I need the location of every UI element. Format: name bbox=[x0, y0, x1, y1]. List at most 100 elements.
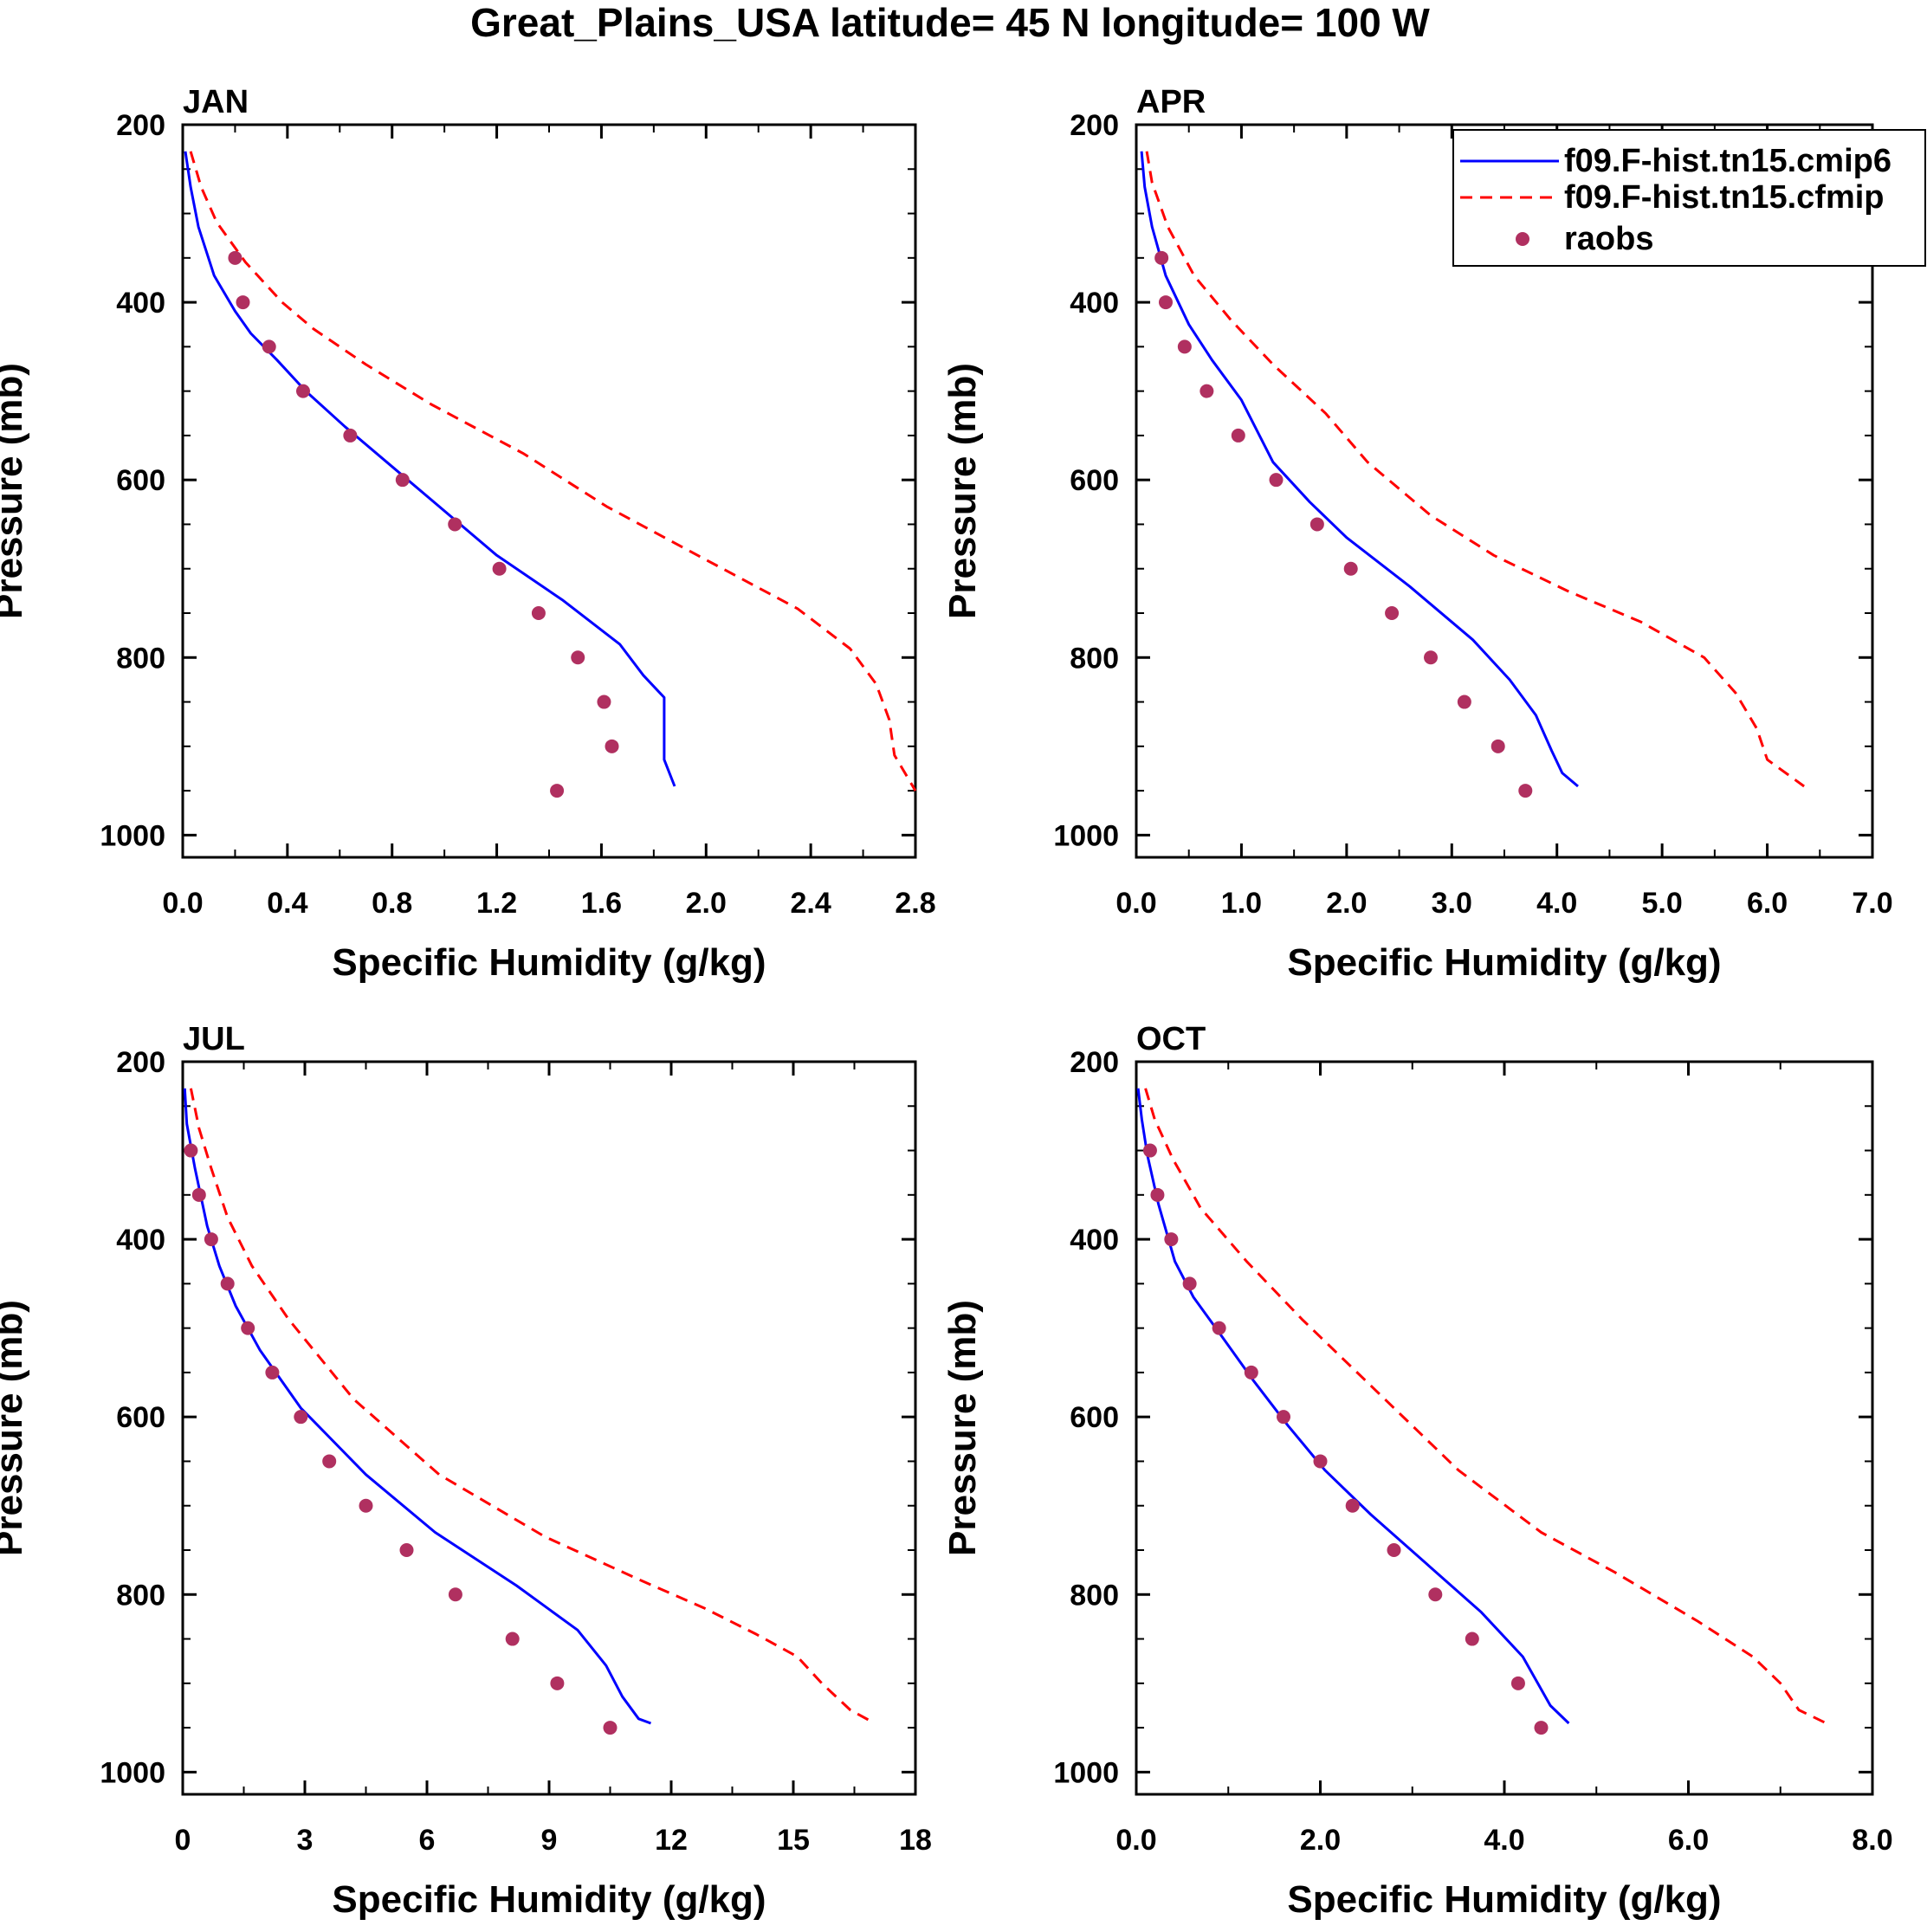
y-axis-label: Pressure (mb) bbox=[0, 1300, 30, 1556]
raobs-point bbox=[1345, 1498, 1360, 1513]
panel-label: JAN bbox=[183, 84, 249, 120]
raobs-point bbox=[399, 1543, 414, 1557]
raobs-point bbox=[236, 295, 250, 310]
y-tick-label: 1000 bbox=[1053, 1756, 1119, 1789]
cfmip-line bbox=[1145, 151, 1805, 788]
x-tick-label: 2.0 bbox=[1326, 887, 1367, 920]
raobs-point bbox=[359, 1498, 373, 1513]
cmip6-line bbox=[1136, 1088, 1570, 1725]
raobs-point bbox=[492, 561, 507, 576]
y-axis-label: Pressure (mb) bbox=[941, 1300, 984, 1556]
raobs-point bbox=[262, 339, 276, 354]
raobs-point bbox=[265, 1365, 280, 1380]
raobs-point bbox=[1313, 1454, 1328, 1469]
y-tick-label: 800 bbox=[1070, 642, 1119, 675]
raobs-point bbox=[1150, 1187, 1165, 1202]
y-tick-label: 1000 bbox=[1053, 819, 1119, 852]
raobs-point bbox=[1182, 1276, 1197, 1291]
y-tick-label: 600 bbox=[1070, 1401, 1119, 1434]
x-tick-label: 0 bbox=[175, 1824, 191, 1857]
x-tick-label: 12 bbox=[655, 1824, 688, 1857]
raobs-point bbox=[505, 1632, 520, 1646]
y-tick-label: 200 bbox=[1070, 109, 1119, 142]
x-tick-label: 2.0 bbox=[1300, 1824, 1341, 1857]
y-tick-label: 1000 bbox=[100, 819, 165, 852]
y-tick-label: 400 bbox=[1070, 1224, 1119, 1257]
y-tick-label: 400 bbox=[116, 287, 165, 320]
x-tick-label: 0.8 bbox=[372, 887, 412, 920]
y-tick-label: 1000 bbox=[100, 1756, 165, 1789]
x-axis-label: Specific Humidity (g/kg) bbox=[332, 1878, 766, 1921]
raobs-point bbox=[220, 1276, 235, 1291]
panel-oct: OCT 0.0 2.0 4.0 6.0 8.0 200 400 600 800 1000 Specif… bbox=[941, 1021, 1893, 1921]
panels: JAN 0.0 0.4 0.8 1.2 1.6 2.0 2.4 2.8 200 400 600 800 1… bbox=[0, 84, 1893, 1921]
panel-label: JUL bbox=[183, 1021, 245, 1057]
cfmip-line bbox=[1144, 1088, 1827, 1725]
raobs-point bbox=[1457, 695, 1471, 709]
y-axis-label: Pressure (mb) bbox=[0, 363, 30, 619]
x-tick-label: 2.4 bbox=[791, 887, 831, 920]
raobs-point bbox=[191, 1187, 206, 1202]
raobs-point bbox=[294, 1410, 308, 1425]
x-tick-label: 15 bbox=[777, 1824, 810, 1857]
raobs-point bbox=[1177, 339, 1192, 354]
y-tick-label: 800 bbox=[1070, 1579, 1119, 1612]
x-tick-label: 6 bbox=[419, 1824, 436, 1857]
raobs-point bbox=[1212, 1321, 1226, 1335]
x-tick-label: 0.0 bbox=[162, 887, 203, 920]
x-tick-label: 1.0 bbox=[1221, 887, 1262, 920]
legend-marker-raobs bbox=[1516, 232, 1529, 246]
raobs-point bbox=[322, 1454, 337, 1469]
raobs-point bbox=[1385, 606, 1400, 620]
y-tick-label: 200 bbox=[116, 1046, 165, 1079]
y-tick-label: 400 bbox=[116, 1224, 165, 1257]
raobs-point bbox=[1200, 384, 1214, 398]
raobs-point bbox=[1154, 250, 1169, 265]
cfmip-line bbox=[189, 1088, 876, 1725]
panel-jan: JAN 0.0 0.4 0.8 1.2 1.6 2.0 2.4 2.8 200 400 600 800 1… bbox=[0, 84, 936, 984]
cmip6-line bbox=[184, 151, 676, 787]
raobs-point bbox=[395, 473, 410, 488]
x-tick-label: 8.0 bbox=[1852, 1824, 1892, 1857]
raobs-point bbox=[295, 384, 310, 398]
x-tick-label: 6.0 bbox=[1747, 887, 1788, 920]
y-tick-label: 200 bbox=[116, 109, 165, 142]
x-tick-label: 2.8 bbox=[895, 887, 935, 920]
plot-frame bbox=[181, 123, 917, 859]
x-tick-label: 3 bbox=[297, 1824, 314, 1857]
panel-jul: JUL 0 3 6 9 12 15 18 200 400 600 800 1000 Specific Hu… bbox=[0, 1021, 932, 1921]
x-tick-label: 5.0 bbox=[1642, 887, 1683, 920]
raobs-point bbox=[1277, 1410, 1290, 1425]
raobs-point bbox=[204, 1232, 218, 1247]
raobs-point bbox=[1465, 1632, 1479, 1646]
y-tick-label: 200 bbox=[1070, 1046, 1119, 1079]
x-tick-label: 0.4 bbox=[267, 887, 307, 920]
x-tick-label: 18 bbox=[899, 1824, 932, 1857]
figure-title: Great_Plains_USA latitude= 45 N longitud… bbox=[470, 0, 1430, 45]
x-tick-label: 2.0 bbox=[686, 887, 727, 920]
raobs-point bbox=[1534, 1721, 1549, 1735]
x-tick-label: 7.0 bbox=[1852, 887, 1892, 920]
x-tick-label: 0.0 bbox=[1115, 1824, 1156, 1857]
raobs-point bbox=[1387, 1543, 1401, 1557]
x-axis-label: Specific Humidity (g/kg) bbox=[332, 941, 766, 984]
raobs-point bbox=[550, 1676, 565, 1690]
raobs-point bbox=[1343, 561, 1358, 576]
raobs-point bbox=[1491, 739, 1505, 753]
x-tick-label: 4.0 bbox=[1484, 1824, 1524, 1857]
raobs-point bbox=[228, 250, 242, 265]
raobs-point bbox=[241, 1321, 255, 1335]
raobs-point bbox=[1231, 428, 1245, 443]
x-tick-label: 1.2 bbox=[476, 887, 517, 920]
raobs-point bbox=[1269, 473, 1284, 488]
panel-label: APR bbox=[1136, 84, 1206, 120]
x-tick-label: 4.0 bbox=[1536, 887, 1577, 920]
y-tick-label: 600 bbox=[116, 1401, 165, 1434]
x-tick-label: 1.6 bbox=[581, 887, 622, 920]
y-tick-label: 600 bbox=[1070, 464, 1119, 497]
legend: f09.F-hist.tn15.cmip6f09.F-hist.tn15.cfm… bbox=[1452, 129, 1926, 267]
y-tick-label: 600 bbox=[116, 464, 165, 497]
raobs-point bbox=[550, 784, 565, 798]
x-axis-label: Specific Humidity (g/kg) bbox=[1287, 941, 1721, 984]
